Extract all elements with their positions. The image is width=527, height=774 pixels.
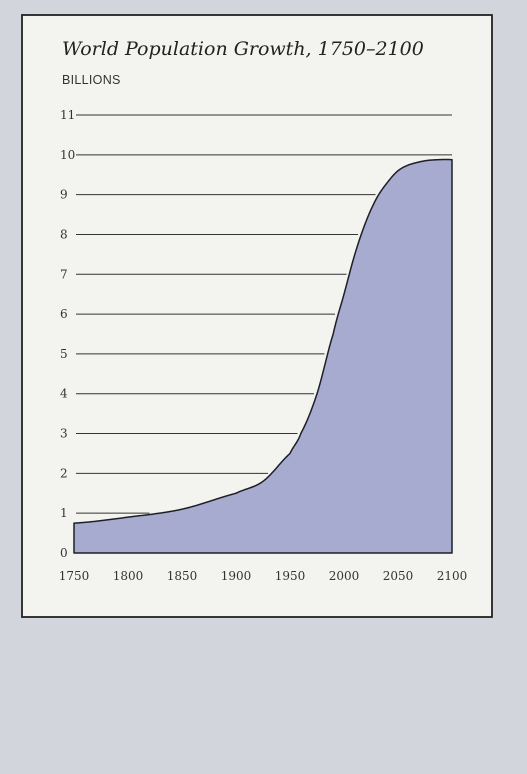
gridlines [76, 114, 452, 514]
y-tick-label: 2 [60, 466, 68, 480]
y-axis-unit-label: BILLIONS [62, 73, 121, 87]
x-tick-label: 1950 [275, 569, 306, 583]
y-tick-label: 0 [60, 546, 68, 560]
x-tick-label: 1800 [113, 569, 144, 583]
x-tick-label: 2000 [329, 569, 360, 583]
y-tick-label: 9 [60, 188, 68, 202]
x-tick-label: 1850 [167, 569, 198, 583]
y-tick-label: 5 [60, 347, 68, 361]
chart-title: World Population Growth, 1750–2100 [62, 38, 424, 60]
y-tick-label: 6 [60, 307, 68, 321]
y-tick-label: 3 [60, 427, 68, 441]
x-tick-label: 1750 [59, 569, 90, 583]
x-axis-ticks: 1750 1800 1850 1900 1950 2000 2050 2100 [59, 569, 468, 583]
y-tick-label: 10 [60, 148, 75, 162]
y-tick-label: 8 [60, 227, 68, 241]
y-tick-label: 1 [60, 506, 68, 520]
x-tick-label: 2100 [437, 569, 468, 583]
x-tick-label: 1900 [221, 569, 252, 583]
y-tick-label: 4 [60, 387, 68, 401]
y-tick-label: 7 [60, 267, 68, 281]
x-tick-label: 2050 [383, 569, 414, 583]
y-tick-label: 11 [60, 108, 75, 122]
population-area [73, 158, 453, 554]
y-axis-ticks: 0 1 2 3 4 5 6 7 8 9 10 11 [60, 108, 75, 560]
